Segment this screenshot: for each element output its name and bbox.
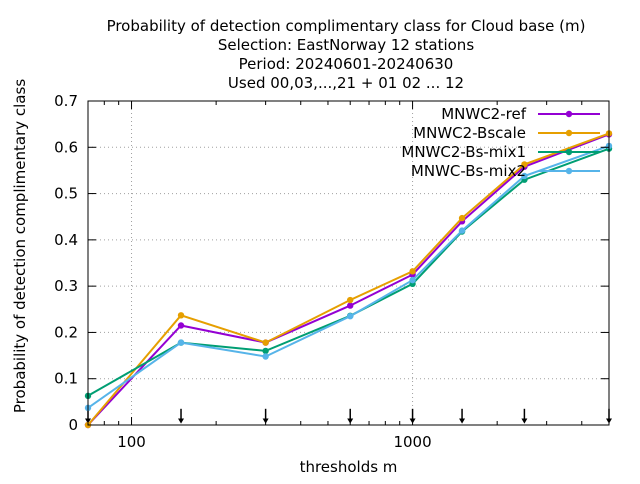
- legend-label-2: MNWC2-Bs-mix1: [401, 143, 526, 161]
- series-3-point-3: [347, 313, 354, 320]
- series-line-0: [87, 133, 610, 426]
- y-tick-label-0: 0: [68, 416, 78, 434]
- threshold-arrowhead-5: [459, 418, 466, 424]
- y-tick-label-2: 0.2: [54, 323, 78, 341]
- legend-label-3: MNWC-Bs-mix2: [411, 162, 526, 180]
- y-tick-label-5: 0.5: [54, 185, 78, 203]
- series-2-point-2: [262, 347, 269, 355]
- title-line-0: Probability of detection complimentary c…: [107, 17, 586, 35]
- series-0-point-1: [177, 322, 185, 329]
- series-line-2: [87, 147, 610, 397]
- legend-marker-2: [565, 148, 573, 156]
- series-1-point-1: [177, 312, 185, 319]
- series-3-point-5: [458, 227, 466, 234]
- series-line-1: [87, 132, 610, 426]
- y-axis-label: Probability of detection complimentary c…: [11, 79, 29, 413]
- series-1-point-2: [262, 339, 269, 346]
- series-3-point-4: [409, 276, 416, 284]
- y-tick-label-4: 0.4: [54, 231, 78, 249]
- plot-frame: [87, 100, 610, 426]
- grid: [88, 101, 609, 425]
- legend-marker-1: [565, 129, 573, 137]
- legend: MNWC2-refMNWC2-BscaleMNWC2-Bs-mix1MNWC-B…: [401, 105, 600, 180]
- legend-marker-0: [565, 110, 573, 118]
- threshold-arrowhead-6: [521, 418, 528, 424]
- threshold-markers: [85, 408, 612, 424]
- series-1-point-5: [458, 214, 466, 222]
- series-1-point-3: [347, 296, 354, 304]
- y-tick-label-6: 0.6: [54, 138, 78, 156]
- chart-title: Probability of detection complimentary c…: [107, 17, 586, 92]
- series-3-point-2: [262, 353, 269, 360]
- x-tick-label-1: 1000: [393, 433, 431, 451]
- axis-ticks: 0 0.1 0.2 0.3 0.4 0.5 0.6 0.7 100 1000: [54, 92, 609, 451]
- series-1-point-6: [521, 161, 528, 168]
- series-3-point-1: [177, 339, 185, 346]
- title-line-3: Used 00,03,...,21 + 01 02 ... 12: [228, 74, 464, 92]
- y-tick-label-3: 0.3: [54, 277, 78, 295]
- series-1-point-4: [409, 268, 416, 275]
- series-line-3: [87, 144, 610, 409]
- x-axis-label: thresholds m: [300, 458, 398, 476]
- title-line-1: Selection: EastNorway 12 stations: [218, 36, 474, 54]
- title-line-2: Period: 20240601-20240630: [239, 55, 454, 73]
- y-tick-label-7: 0.7: [54, 92, 78, 110]
- x-tick-label-0: 100: [117, 433, 146, 451]
- series-3-point-6: [521, 172, 528, 180]
- series-lines: [84, 130, 613, 429]
- legend-label-1: MNWC2-Bscale: [413, 124, 526, 142]
- legend-label-0: MNWC2-ref: [441, 105, 526, 123]
- series-0-point-3: [347, 302, 354, 309]
- threshold-arrowhead-1: [178, 418, 185, 424]
- legend-marker-3: [565, 167, 573, 175]
- y-tick-label-1: 0.1: [54, 370, 78, 388]
